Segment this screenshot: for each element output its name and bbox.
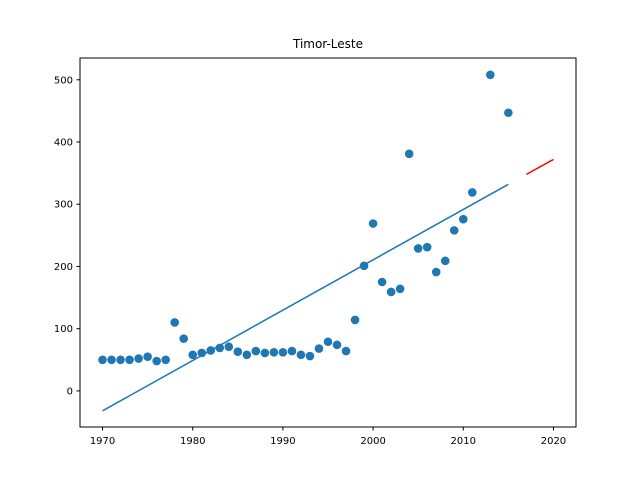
data-point-2000 xyxy=(368,219,378,228)
x-tick-label-1970: 1970 xyxy=(90,436,115,447)
y-tick-label-100: 100 xyxy=(54,324,73,335)
data-point-2007 xyxy=(431,267,441,277)
data-point-1995 xyxy=(323,337,333,347)
data-point-1974 xyxy=(134,354,143,363)
data-point-1980 xyxy=(188,350,198,360)
y-tick-label-300: 300 xyxy=(54,200,73,211)
data-point-1996 xyxy=(332,340,342,350)
y-tick-label-400: 400 xyxy=(54,138,73,149)
data-point-1978 xyxy=(170,318,179,327)
data-point-1975 xyxy=(143,352,152,361)
x-tick-label-2000: 2000 xyxy=(360,436,385,447)
data-point-1987 xyxy=(251,346,261,356)
data-point-1986 xyxy=(242,350,252,360)
data-point-1988 xyxy=(260,348,270,358)
data-point-2011 xyxy=(467,188,477,197)
chart-title: Timor-Leste xyxy=(292,37,363,51)
data-point-1990 xyxy=(278,348,288,357)
data-point-1973 xyxy=(125,355,134,365)
y-tick-label-500: 500 xyxy=(54,75,73,86)
data-point-1992 xyxy=(296,350,306,360)
series-line-1 xyxy=(102,183,509,412)
data-point-2013 xyxy=(486,70,495,80)
x-tick-label-2010: 2010 xyxy=(451,436,476,447)
data-point-2003 xyxy=(395,284,405,294)
data-point-2005 xyxy=(413,244,423,253)
data-point-1970 xyxy=(98,355,107,365)
data-point-1989 xyxy=(269,348,279,357)
data-point-1993 xyxy=(305,351,315,361)
plot-frame xyxy=(79,57,577,428)
data-point-1972 xyxy=(116,355,125,365)
axes: 1970 1980 1990 2000 2010 2020 0 100 200 300 400 500 xyxy=(54,75,566,447)
data-point-2004 xyxy=(404,149,414,159)
series-line-2 xyxy=(526,158,554,176)
x-tick-label-2020: 2020 xyxy=(541,436,566,447)
data-point-2001 xyxy=(377,277,387,287)
data-point-1977 xyxy=(161,355,170,365)
data-point-1976 xyxy=(152,356,161,366)
plot-area xyxy=(98,70,554,412)
data-point-1994 xyxy=(314,344,324,353)
data-point-2015 xyxy=(504,108,513,118)
y-tick-label-0: 0 xyxy=(67,386,73,397)
y-tick-label-200: 200 xyxy=(54,262,73,273)
data-point-1984 xyxy=(224,342,234,352)
data-point-1979 xyxy=(179,334,189,343)
data-point-2009 xyxy=(449,226,459,235)
data-point-2006 xyxy=(422,242,432,252)
data-point-1991 xyxy=(287,346,297,356)
x-tick-label-1980: 1980 xyxy=(180,436,205,447)
x-tick-label-1990: 1990 xyxy=(270,436,295,447)
data-point-1971 xyxy=(107,355,116,365)
data-point-1985 xyxy=(233,347,243,357)
data-point-2002 xyxy=(386,287,396,297)
data-point-1997 xyxy=(341,346,351,356)
data-point-1998 xyxy=(350,315,360,325)
data-point-2008 xyxy=(440,256,450,266)
data-point-2010 xyxy=(458,214,468,224)
